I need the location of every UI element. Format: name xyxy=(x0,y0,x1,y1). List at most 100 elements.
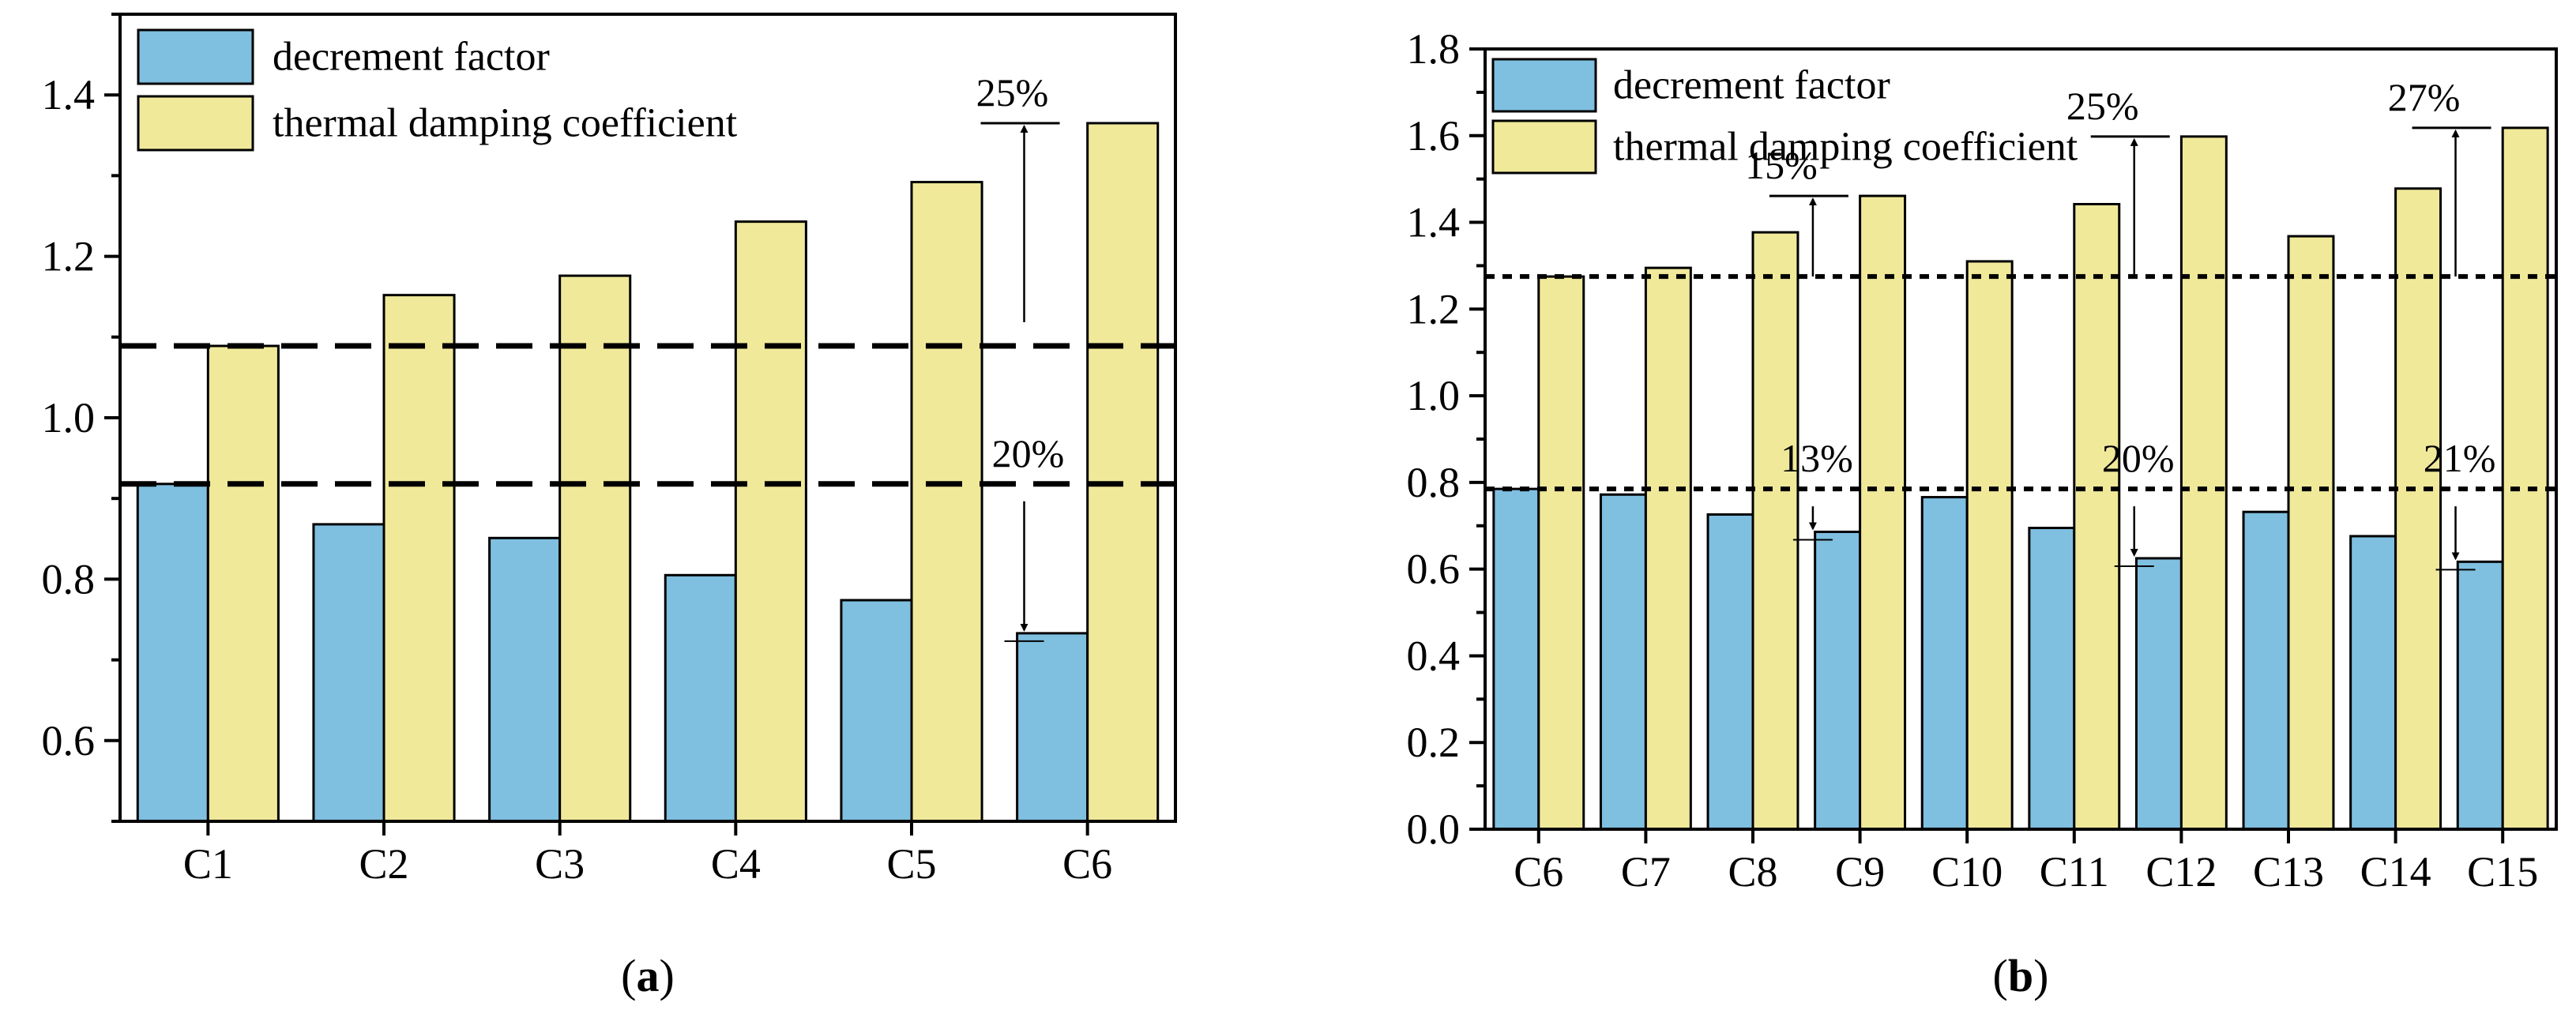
bar-decrement-C13 xyxy=(2242,510,2290,831)
annotation-20pct: 20% xyxy=(992,431,1065,642)
bar-decrement-C5 xyxy=(840,599,913,823)
annotation-label: 25% xyxy=(2066,84,2139,128)
bar-thermal-C3 xyxy=(558,274,632,823)
annotation-label: 15% xyxy=(1745,143,1818,187)
y-tick-label: 0.8 xyxy=(1407,459,1461,506)
bar-decrement-C7 xyxy=(1599,493,1647,831)
panel-label: (b) xyxy=(1993,950,2049,1001)
annotation-27pct: 27% xyxy=(2388,75,2491,277)
y-tick-label: 0.4 xyxy=(1407,632,1461,679)
annotation-label: 20% xyxy=(992,431,1065,475)
x-tick-label-C3: C3 xyxy=(535,840,585,888)
annotation-label: 21% xyxy=(2424,436,2496,480)
legend-label: decrement factor xyxy=(1613,63,1890,108)
x-tick-label-C6: C6 xyxy=(1062,840,1112,888)
y-tick-label: 1.0 xyxy=(42,394,96,441)
bar-thermal-C7 xyxy=(1644,266,1692,831)
y-tick-label: 0.6 xyxy=(42,717,96,764)
annotation-label: 25% xyxy=(976,70,1049,115)
panel-label-open: ( xyxy=(1993,950,2008,1001)
bar-decrement-C12 xyxy=(2134,557,2183,831)
bar-decrement-C15 xyxy=(2456,560,2504,831)
legend-swatch-decrement xyxy=(137,28,254,85)
legend-label: decrement factor xyxy=(273,35,550,80)
y-tick-label: 0.6 xyxy=(1407,546,1461,593)
panel-label-close: ) xyxy=(2033,950,2048,1001)
x-tick-label-C5: C5 xyxy=(886,840,936,888)
bar-thermal-C8 xyxy=(1751,231,1799,831)
bar-thermal-C13 xyxy=(2287,235,2335,831)
legend: decrement factor thermal damping coeffici… xyxy=(1491,58,2078,175)
legend: decrement factor thermal damping coeffici… xyxy=(137,28,738,152)
legend-label: thermal damping coefficient xyxy=(273,101,738,146)
bar-decrement-C10 xyxy=(1920,496,1969,831)
bar-decrement-C8 xyxy=(1706,513,1754,831)
legend-swatch-thermal xyxy=(1491,119,1597,175)
bar-thermal-C10 xyxy=(1965,260,2014,831)
y-tick-label: 0.8 xyxy=(42,555,96,603)
panel-label-open: ( xyxy=(621,950,636,1001)
panel-label-letter: a xyxy=(637,950,660,1001)
y-tick-label: 1.8 xyxy=(1407,25,1461,73)
annotation-20pct: 20% xyxy=(2102,436,2175,567)
annotation-15pct: 15% xyxy=(1745,143,1848,277)
chart-panel-b: 0.0 0.2 0.4 0.6 0.8 1.0 1.2 1.4 1.6 1.8 C6 C7 C8 C9 C1… xyxy=(1407,25,2558,1001)
annotation-21pct: 21% xyxy=(2424,436,2496,571)
x-tick-label-C10: C10 xyxy=(1931,848,2003,896)
bar-thermal-C4 xyxy=(734,220,807,823)
bar-decrement-C1 xyxy=(136,483,209,823)
y-tick-label: 1.4 xyxy=(42,71,96,118)
bar-decrement-C11 xyxy=(2028,527,2076,831)
y-tick-label: 1.0 xyxy=(1407,372,1461,419)
x-tick-label-C6: C6 xyxy=(1514,848,1563,896)
panel-label: (a) xyxy=(621,950,675,1001)
bar-thermal-C1 xyxy=(206,344,280,823)
bar-thermal-C15 xyxy=(2501,126,2549,831)
y-tick-label: 0.2 xyxy=(1407,719,1461,766)
y-tick-label: 1.6 xyxy=(1407,112,1461,160)
x-tick-label-C1: C1 xyxy=(183,840,233,888)
bar-decrement-C3 xyxy=(488,536,562,823)
chart-panel-a: 0.6 0.8 1.0 1.2 1.4 C1 C2 C3 C4 C5 C6 25% 20% decreme… xyxy=(42,13,1177,1001)
x-tick-label-C14: C14 xyxy=(2360,848,2431,896)
bar-thermal-C5 xyxy=(910,181,983,823)
bar-decrement-C6 xyxy=(1016,632,1089,823)
x-tick-label-C13: C13 xyxy=(2253,848,2324,896)
legend-swatch-thermal xyxy=(137,95,254,152)
x-tick-label-C2: C2 xyxy=(359,840,408,888)
annotation-label: 27% xyxy=(2388,75,2461,119)
x-tick-label-C11: C11 xyxy=(2040,848,2109,896)
panel-label-close: ) xyxy=(660,950,675,1001)
annotation-13pct: 13% xyxy=(1781,436,1853,541)
bar-decrement-C6 xyxy=(1492,487,1540,831)
bar-decrement-C2 xyxy=(312,523,385,823)
bar-thermal-C11 xyxy=(2073,203,2121,831)
annotation-25pct: 25% xyxy=(2066,84,2170,277)
panel-label-letter: b xyxy=(2008,950,2033,1001)
x-tick-label-C4: C4 xyxy=(711,840,761,888)
bar-thermal-C12 xyxy=(2179,135,2228,831)
bar-decrement-C9 xyxy=(1814,530,1862,831)
bar-decrement-C14 xyxy=(2349,535,2397,831)
y-tick-label: 1.4 xyxy=(1407,199,1461,246)
annotation-label: 13% xyxy=(1781,436,1853,480)
y-tick-label: 0.0 xyxy=(1407,806,1461,853)
bar-thermal-C6 xyxy=(1537,275,1585,831)
legend-swatch-decrement xyxy=(1491,58,1597,113)
bar-thermal-C14 xyxy=(2394,187,2442,831)
legend-label: thermal damping coefficient xyxy=(1613,125,2078,170)
y-tick-label: 1.2 xyxy=(42,233,96,280)
annotation-25pct: 25% xyxy=(976,70,1060,323)
x-tick-label-C9: C9 xyxy=(1835,848,1885,896)
x-tick-label-C8: C8 xyxy=(1728,848,1777,896)
bar-decrement-C4 xyxy=(664,573,737,823)
x-tick-label-C7: C7 xyxy=(1621,848,1671,896)
x-tick-label-C15: C15 xyxy=(2467,848,2538,896)
x-tick-label-C12: C12 xyxy=(2145,848,2217,896)
bar-thermal-C6 xyxy=(1086,122,1160,823)
annotation-label: 20% xyxy=(2102,436,2175,480)
y-tick-label: 1.2 xyxy=(1407,285,1461,332)
bar-thermal-C2 xyxy=(382,294,456,823)
bar-thermal-C9 xyxy=(1859,194,1907,831)
